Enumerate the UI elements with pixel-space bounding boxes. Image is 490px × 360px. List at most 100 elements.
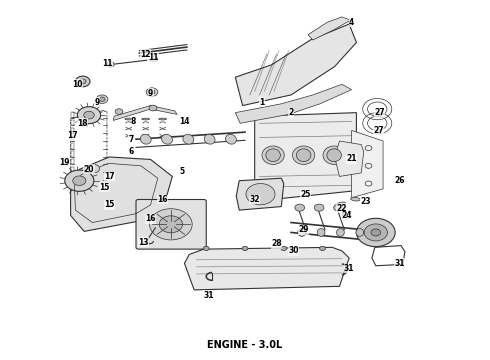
Text: 9: 9 — [95, 98, 100, 107]
Text: 21: 21 — [346, 154, 357, 163]
Text: 31: 31 — [203, 291, 214, 300]
Text: ENGINE - 3.0L: ENGINE - 3.0L — [207, 340, 283, 350]
Circle shape — [149, 105, 157, 111]
Text: 9: 9 — [148, 89, 153, 98]
Polygon shape — [235, 84, 352, 123]
Ellipse shape — [162, 134, 172, 144]
Circle shape — [65, 170, 94, 192]
Circle shape — [149, 90, 155, 94]
Ellipse shape — [337, 229, 344, 237]
Ellipse shape — [204, 134, 215, 144]
Text: 22: 22 — [337, 204, 347, 213]
Ellipse shape — [296, 149, 311, 162]
Circle shape — [203, 246, 209, 251]
Polygon shape — [352, 130, 383, 198]
Ellipse shape — [142, 118, 149, 120]
Text: 10: 10 — [73, 80, 83, 89]
Text: 24: 24 — [342, 211, 352, 220]
Ellipse shape — [125, 118, 133, 120]
Circle shape — [246, 184, 275, 205]
Circle shape — [314, 204, 324, 211]
Text: 17: 17 — [67, 131, 77, 140]
Ellipse shape — [262, 146, 284, 165]
Ellipse shape — [317, 229, 325, 237]
Circle shape — [99, 97, 105, 101]
Ellipse shape — [293, 146, 315, 165]
Ellipse shape — [298, 229, 306, 237]
Text: 23: 23 — [361, 197, 371, 206]
Polygon shape — [335, 141, 364, 176]
Polygon shape — [308, 17, 352, 40]
Text: 28: 28 — [271, 239, 282, 248]
Polygon shape — [71, 157, 172, 231]
Circle shape — [106, 62, 114, 67]
Text: 8: 8 — [131, 117, 136, 126]
Ellipse shape — [356, 229, 364, 237]
Text: 11: 11 — [102, 59, 112, 68]
Circle shape — [77, 107, 100, 123]
Ellipse shape — [327, 149, 342, 162]
Text: 31: 31 — [344, 264, 354, 273]
Circle shape — [79, 79, 86, 84]
Circle shape — [295, 204, 305, 211]
Text: 7: 7 — [128, 135, 134, 144]
Circle shape — [334, 204, 343, 211]
Ellipse shape — [266, 149, 280, 162]
Text: 31: 31 — [395, 259, 405, 268]
Circle shape — [242, 246, 248, 251]
Text: 14: 14 — [179, 117, 190, 126]
Text: 15: 15 — [99, 183, 110, 192]
Ellipse shape — [351, 197, 360, 201]
Circle shape — [319, 246, 325, 251]
Text: 19: 19 — [60, 158, 70, 167]
Text: 4: 4 — [349, 18, 354, 27]
Circle shape — [159, 216, 182, 233]
Circle shape — [75, 76, 90, 87]
Ellipse shape — [323, 146, 345, 165]
Circle shape — [150, 56, 158, 62]
Ellipse shape — [140, 134, 151, 144]
Ellipse shape — [336, 202, 345, 206]
Circle shape — [364, 224, 388, 241]
Text: 32: 32 — [249, 195, 260, 204]
Circle shape — [96, 95, 108, 103]
Ellipse shape — [225, 134, 236, 144]
Text: 12: 12 — [141, 50, 151, 59]
Ellipse shape — [159, 118, 167, 120]
Text: 1: 1 — [259, 98, 265, 107]
Polygon shape — [184, 247, 349, 290]
Polygon shape — [235, 24, 356, 105]
Text: 20: 20 — [84, 165, 94, 174]
Text: 18: 18 — [77, 119, 88, 128]
Text: 5: 5 — [179, 167, 185, 176]
Text: 29: 29 — [298, 225, 308, 234]
Text: 2: 2 — [289, 108, 294, 117]
Circle shape — [356, 218, 395, 247]
Polygon shape — [236, 178, 284, 210]
Text: 16: 16 — [145, 215, 156, 224]
FancyBboxPatch shape — [136, 199, 206, 249]
Polygon shape — [255, 113, 356, 201]
Circle shape — [146, 88, 158, 96]
Polygon shape — [113, 105, 177, 121]
Text: 17: 17 — [104, 172, 115, 181]
Circle shape — [73, 176, 86, 185]
Text: 27: 27 — [374, 108, 385, 117]
Circle shape — [115, 109, 123, 114]
Text: 26: 26 — [395, 176, 405, 185]
Ellipse shape — [343, 211, 351, 216]
Circle shape — [88, 165, 99, 173]
Text: 13: 13 — [138, 238, 148, 247]
Ellipse shape — [183, 134, 194, 144]
Text: 15: 15 — [104, 200, 115, 209]
Circle shape — [149, 209, 192, 240]
Text: 16: 16 — [157, 195, 168, 204]
Circle shape — [84, 111, 94, 119]
Circle shape — [371, 229, 381, 236]
Text: 25: 25 — [300, 190, 311, 199]
Text: 11: 11 — [147, 53, 158, 62]
Text: 30: 30 — [288, 246, 299, 255]
Circle shape — [281, 246, 287, 251]
Text: 6: 6 — [128, 147, 134, 156]
Text: 27: 27 — [373, 126, 384, 135]
